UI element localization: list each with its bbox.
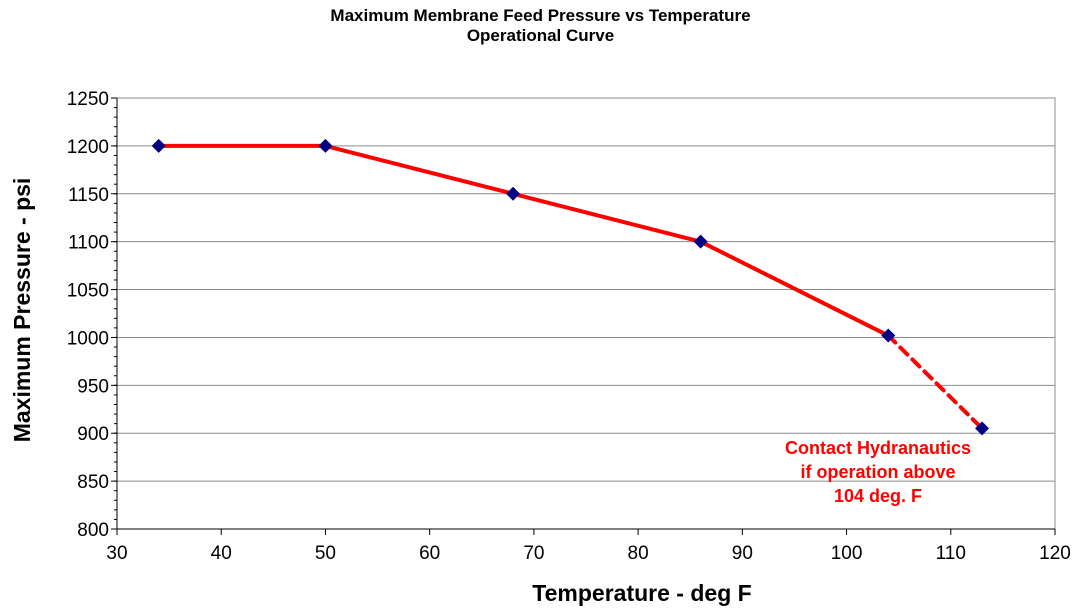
y-tick-label: 950 <box>77 376 109 397</box>
y-tick-label: 850 <box>77 472 109 493</box>
y-tick-label: 1250 <box>67 89 109 110</box>
series-segment <box>698 239 891 338</box>
x-tick-label: 110 <box>936 543 966 564</box>
y-tick-label: 900 <box>77 424 109 445</box>
y-tick-label: 1050 <box>67 281 109 302</box>
x-tick-label: 60 <box>419 543 440 564</box>
chart-title: Maximum Membrane Feed Pressure vs Temper… <box>330 6 751 25</box>
chart-subtitle: Operational Curve <box>466 26 615 45</box>
y-axis-label: Maximum Pressure - psi <box>9 178 35 443</box>
series-points <box>151 138 990 436</box>
x-tick-label: 70 <box>523 543 544 564</box>
data-point <box>881 328 896 343</box>
x-axis-label: Temperature - deg F <box>532 580 751 606</box>
x-tick-label: 90 <box>732 543 753 564</box>
data-point <box>151 138 166 153</box>
y-tick-label: 1100 <box>68 233 109 254</box>
series-segment <box>323 143 516 196</box>
y-tick-label: 800 <box>77 520 109 541</box>
annotation: Contact Hydranautics if operation above … <box>785 438 971 506</box>
gridlines <box>117 97 1055 482</box>
x-tick-label: 50 <box>315 543 336 564</box>
x-tick-label: 30 <box>106 543 127 564</box>
axes <box>116 97 1056 530</box>
series-line <box>156 143 985 431</box>
series-segment-dashed <box>886 333 985 431</box>
annotation-line-1: Contact Hydranautics <box>785 438 971 458</box>
x-axis-ticks: 30 40 50 60 70 80 90 100 110 120 <box>106 529 1071 564</box>
y-axis-ticks: 800 850 900 950 1000 1050 1100 1150 1200 1250 <box>67 89 117 541</box>
y-tick-label: 1200 <box>67 137 109 158</box>
annotation-line-3: 104 deg. F <box>834 486 922 506</box>
data-point <box>693 234 708 249</box>
data-point <box>318 138 333 153</box>
x-tick-label: 120 <box>1039 543 1071 564</box>
y-tick-label: 1000 <box>67 328 109 349</box>
y-tick-label: 1150 <box>68 185 109 206</box>
series-segment <box>511 191 703 244</box>
data-point <box>975 421 990 436</box>
data-point <box>506 186 521 201</box>
annotation-line-2: if operation above <box>800 462 955 482</box>
x-tick-label: 40 <box>211 543 232 564</box>
x-tick-label: 100 <box>831 543 863 564</box>
x-tick-label: 80 <box>628 543 649 564</box>
